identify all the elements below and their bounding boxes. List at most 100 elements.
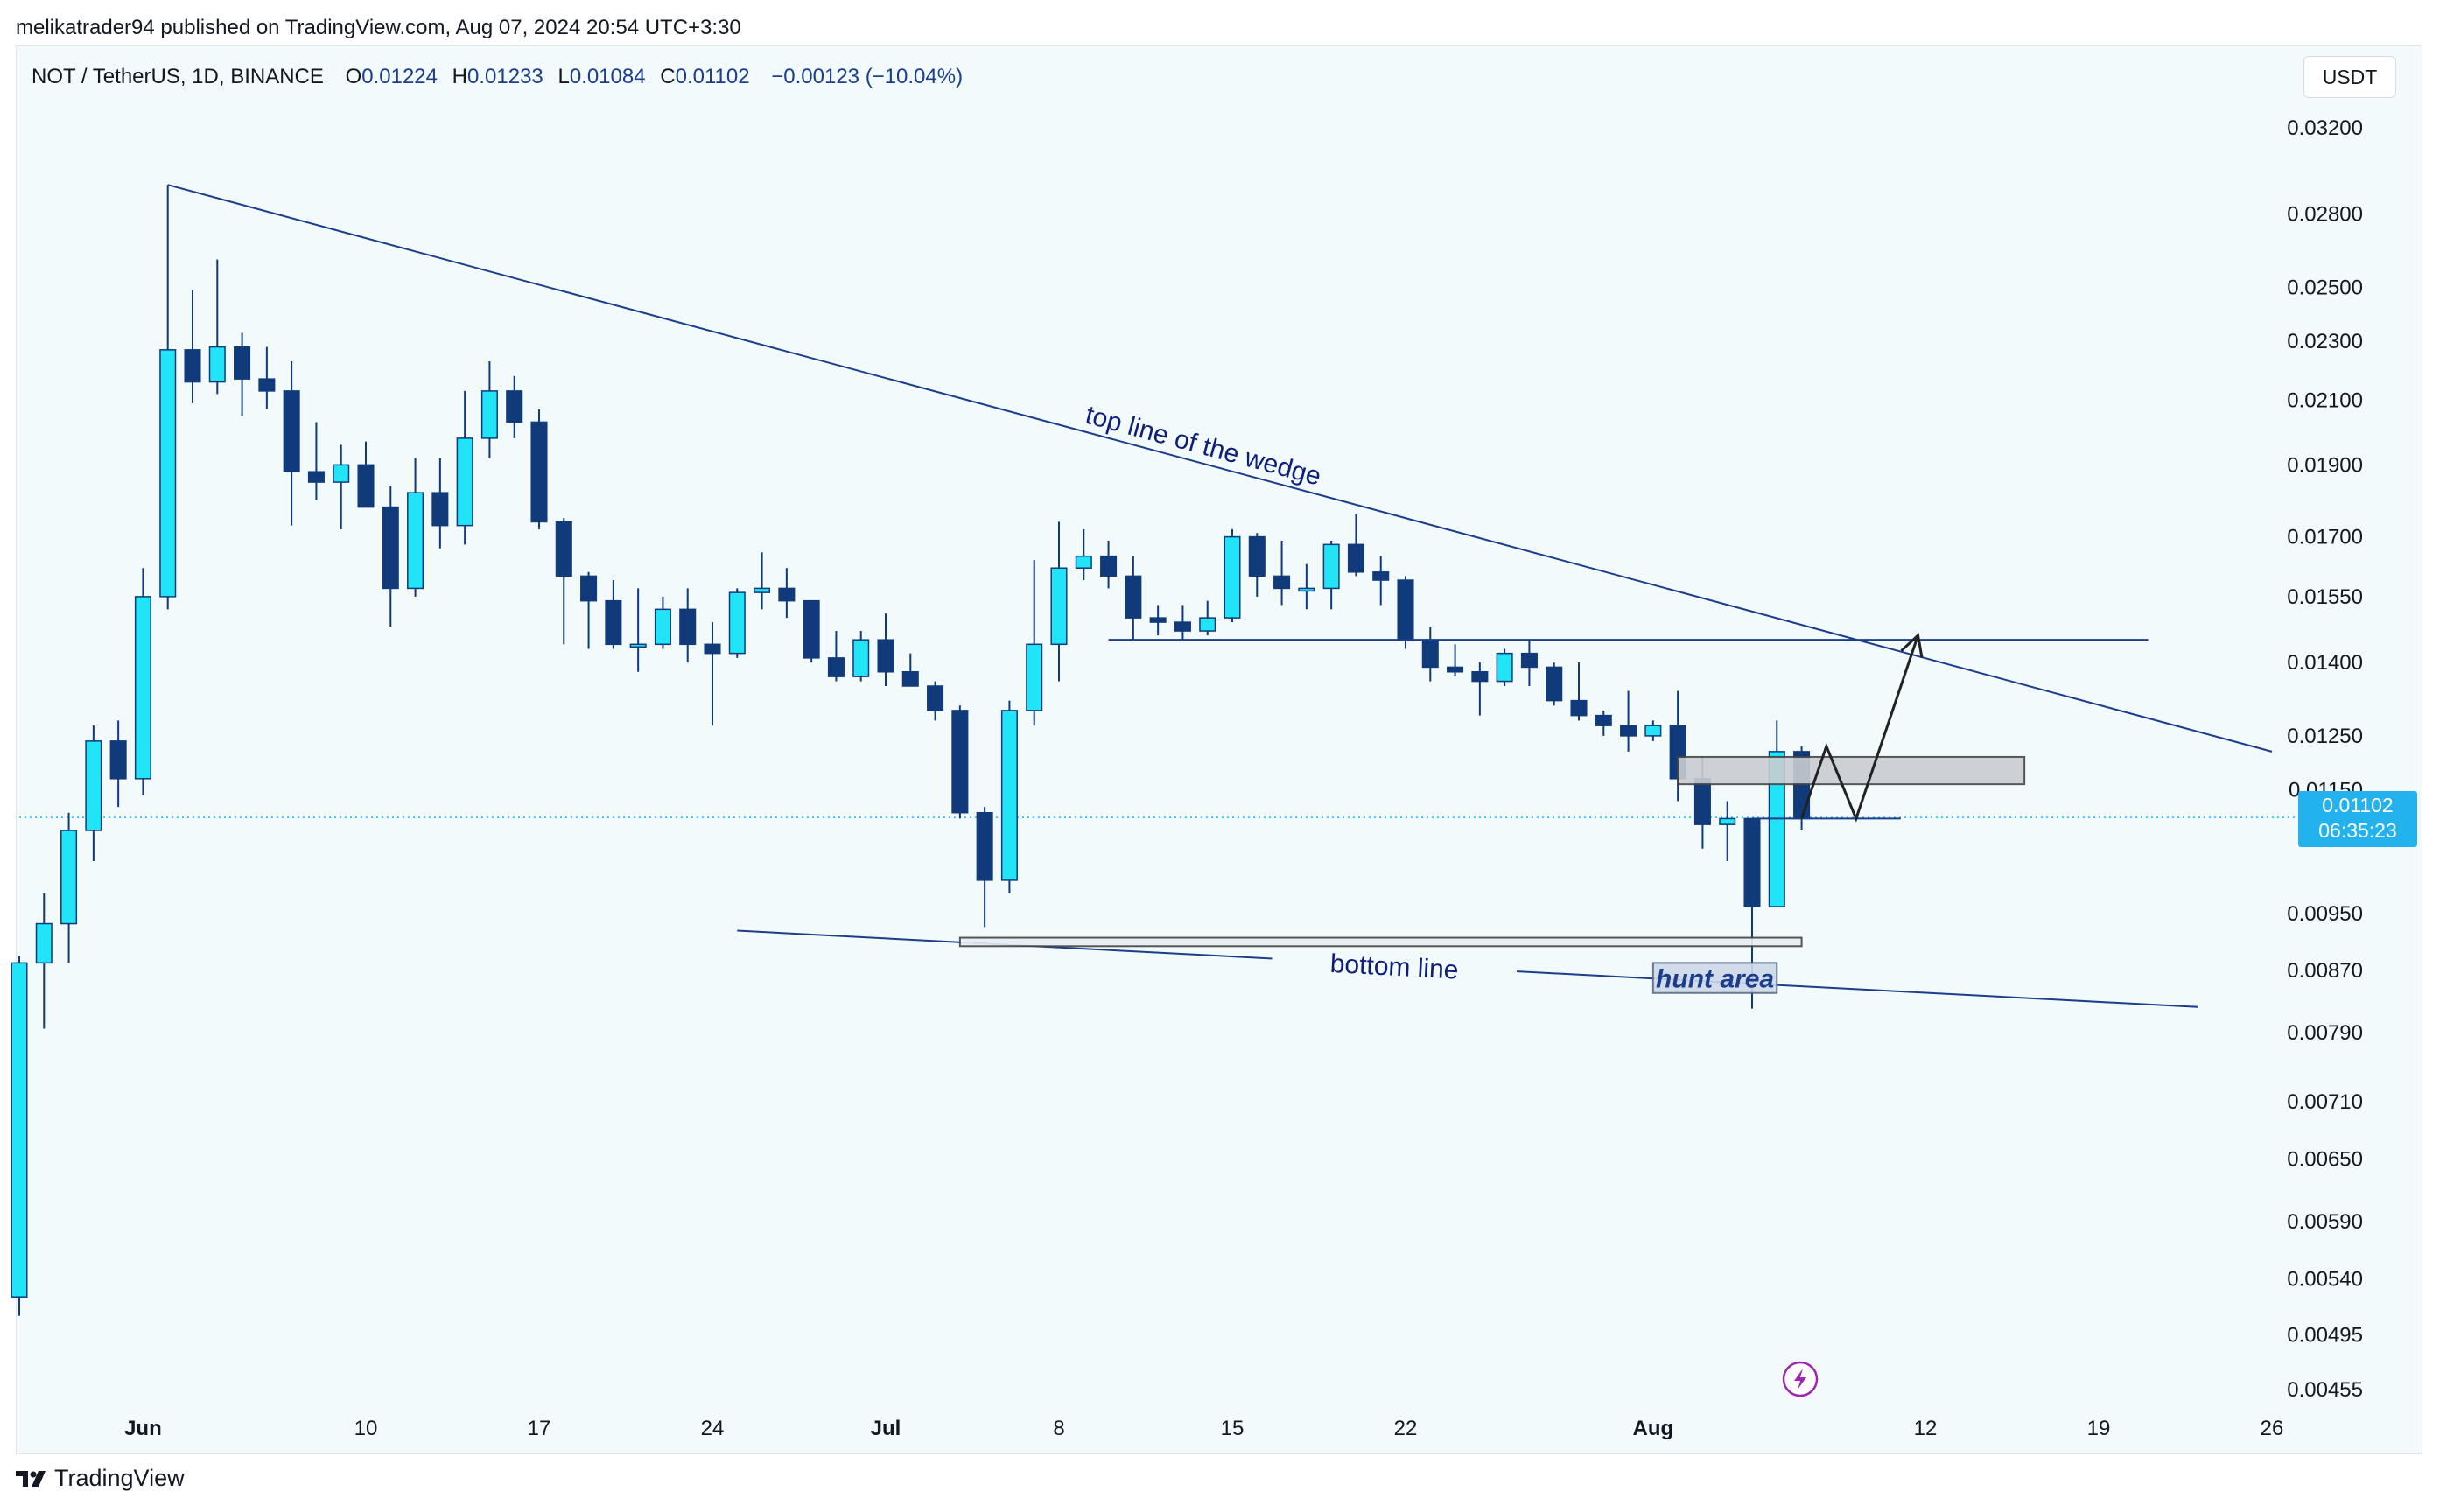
candle-body [1719, 817, 1736, 825]
candle-body [1397, 579, 1414, 640]
candle [1719, 801, 1736, 862]
candle [1471, 662, 1489, 716]
candle-body [1322, 543, 1340, 590]
candle [456, 390, 473, 545]
candle-body [803, 599, 820, 659]
candle-body [1174, 621, 1191, 632]
candle-body [679, 608, 697, 646]
candle-body [754, 587, 771, 593]
candle-body [1000, 710, 1018, 881]
candle [382, 486, 399, 627]
candle-body [333, 464, 350, 483]
y-tick-label: 0.00455 [2287, 1378, 2363, 1402]
candle [976, 807, 993, 928]
candle [11, 956, 28, 1316]
y-tick-label: 0.00950 [2287, 902, 2363, 926]
candle-body [1050, 567, 1068, 646]
open-value: 0.01224 [361, 65, 438, 88]
candle [60, 812, 78, 963]
candle-body [778, 587, 796, 602]
y-tick-label: 0.00870 [2287, 959, 2363, 983]
y-tick-label: 0.02300 [2287, 330, 2363, 354]
candle-body [234, 346, 251, 380]
candle [852, 631, 870, 682]
y-tick-label: 0.00710 [2287, 1090, 2363, 1114]
candle [1322, 540, 1340, 610]
candle-body [1693, 778, 1711, 825]
candle [184, 290, 201, 403]
lightning-icon [1782, 1361, 1819, 1397]
candle [506, 375, 523, 438]
high-label: H [452, 65, 468, 88]
candle-body [1347, 543, 1364, 573]
candle-body [1447, 666, 1464, 673]
y-tick-label: 0.00540 [2287, 1267, 2363, 1291]
change-value: −0.00123 (−10.04%) [771, 65, 964, 88]
y-tick-label: 0.00650 [2287, 1147, 2363, 1171]
last-price-tag: 0.01102 06:35:23 [2298, 791, 2417, 848]
candle-body [407, 492, 424, 590]
candle [1620, 690, 1637, 752]
candle [1125, 556, 1142, 640]
x-axis: Jun 10 17 24 Jul 8 15 22 Aug 12 19 26 [124, 1417, 2283, 1440]
y-tick-label: 0.01900 [2287, 453, 2363, 477]
candle-body [258, 378, 276, 392]
tradingview-logo[interactable]: TradingView [16, 1465, 185, 1492]
candle [1447, 644, 1464, 677]
candle-body [976, 811, 993, 881]
y-tick-label: 0.02100 [2287, 388, 2363, 412]
candle [1000, 700, 1018, 893]
candle-body [1644, 724, 1662, 737]
lightning-bolt [1794, 1368, 1806, 1390]
tradingview-logo-icon [16, 1470, 46, 1487]
x-tick-label: Aug [1633, 1417, 1674, 1440]
zone-box [1677, 755, 2026, 786]
candle [728, 588, 746, 658]
chart-area[interactable] [16, 46, 2422, 1454]
candle-body [456, 438, 473, 527]
candle [35, 892, 53, 1029]
candle-body [629, 643, 647, 648]
publisher-line: melikatrader94 published on TradingView.… [16, 16, 741, 39]
candle-body [60, 830, 78, 925]
candle [431, 458, 449, 549]
candle [1100, 540, 1118, 589]
candle-body [109, 740, 127, 780]
x-tick-label: 22 [1394, 1417, 1418, 1440]
candle [877, 613, 894, 687]
high-value: 0.01233 [467, 65, 543, 88]
candle-body [1743, 817, 1761, 907]
candle [1298, 564, 1315, 610]
close-label: C [660, 65, 676, 88]
candle [357, 441, 375, 508]
y-tick-label: 0.01550 [2287, 585, 2363, 609]
trendline-label-bg [1271, 942, 1518, 986]
currency-button[interactable]: USDT [2303, 56, 2396, 98]
candle-body [1471, 671, 1489, 682]
y-tick-label: 0.03200 [2287, 116, 2363, 140]
candle-body [184, 349, 201, 383]
y-tick-label: 0.01250 [2287, 724, 2363, 748]
hunt-area-label: hunt area [1656, 965, 1774, 994]
candle-body [605, 599, 622, 646]
x-tick-label: Jun [124, 1417, 162, 1440]
candle-body [580, 575, 598, 602]
candle [555, 518, 572, 645]
x-tick-label: 12 [1914, 1417, 1938, 1440]
candle-body [1595, 714, 1612, 726]
candle [1075, 528, 1092, 581]
candle-body [506, 390, 523, 424]
candles [11, 185, 1811, 1316]
candle [283, 360, 300, 526]
candle [85, 725, 102, 862]
candle-body [1421, 639, 1439, 668]
candle-body [1546, 666, 1563, 702]
candle-body [1372, 571, 1390, 581]
candle-body [1224, 536, 1241, 619]
candle-body [1768, 751, 1785, 907]
candle [134, 568, 151, 796]
candle-body [1298, 587, 1315, 592]
candle-body [1026, 643, 1043, 711]
candle [927, 681, 944, 721]
